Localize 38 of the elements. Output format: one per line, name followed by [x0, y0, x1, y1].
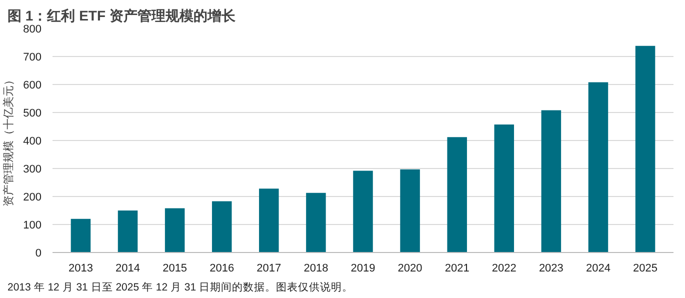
text: 2013 年 12 月 31 日至 2025 年 12 月 31 日期间的数据。图表仅供说明。	[8, 280, 354, 294]
bar	[447, 137, 467, 252]
y-tick-label: 500	[23, 108, 42, 120]
x-tick-label: 2015	[162, 262, 188, 274]
bar	[118, 210, 138, 252]
x-tick-label: 2021	[444, 262, 470, 274]
y-tick-label: 200	[23, 192, 42, 204]
y-tick-label: 600	[23, 80, 42, 92]
y-tick-label: 700	[23, 52, 42, 64]
x-tick-label: 2020	[398, 262, 422, 274]
y-tick-label: 100	[23, 220, 42, 232]
bar	[353, 170, 373, 252]
chart-title: 图 1：红利 ETF 资产管理规模的增长	[8, 8, 236, 24]
bar	[306, 192, 326, 252]
x-tick-label: 2024	[586, 262, 610, 274]
x-tick-label: 2025	[633, 262, 658, 274]
y-axis-title: 资产管理规模（十亿美元）	[2, 74, 16, 206]
x-tick-label: 2014	[116, 262, 140, 274]
bar	[494, 124, 514, 252]
bar	[212, 201, 232, 252]
x-tick-label: 2013	[68, 262, 93, 274]
bar	[400, 169, 420, 252]
bar	[588, 82, 608, 252]
y-tick-label: 300	[23, 164, 42, 176]
bar	[259, 188, 279, 252]
y-tick-label: 400	[23, 136, 42, 148]
x-tick-label: 2017	[256, 262, 282, 274]
bar	[70, 218, 91, 252]
bar	[164, 208, 185, 252]
y-tick-label: 0	[35, 248, 42, 260]
x-tick-label: 2018	[304, 262, 328, 274]
x-tick-label: 2023	[538, 262, 564, 274]
y-tick-label: 800	[23, 24, 42, 36]
x-tick-label: 2019	[350, 262, 376, 274]
x-tick-label: 2016	[210, 262, 234, 274]
bar	[541, 110, 562, 252]
bar	[635, 46, 656, 252]
x-tick-label: 2022	[492, 262, 516, 274]
